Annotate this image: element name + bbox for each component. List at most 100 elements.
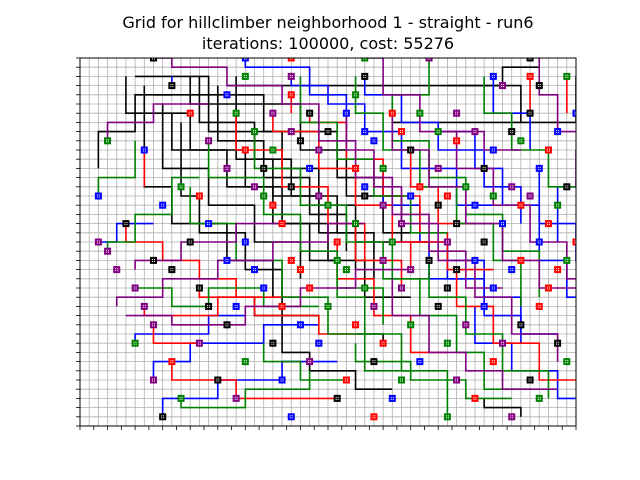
gate-marker <box>251 266 259 274</box>
gate-marker <box>388 109 396 117</box>
wire-path <box>253 131 430 280</box>
gate-marker <box>526 109 534 117</box>
gate-marker <box>407 321 415 329</box>
gate-marker <box>195 284 203 292</box>
gate-marker <box>168 358 176 366</box>
gate-marker <box>416 358 424 366</box>
wire-path <box>262 343 347 381</box>
gate-marker <box>443 413 451 421</box>
wire-path <box>336 260 449 417</box>
gate-marker <box>260 164 268 172</box>
gate-marker <box>205 137 213 145</box>
wire-path <box>391 113 576 289</box>
gate-marker <box>260 284 268 292</box>
wire-path <box>447 130 521 151</box>
wire-path <box>235 76 357 270</box>
gate-marker <box>582 193 589 200</box>
wire-path <box>244 58 348 132</box>
gate-marker <box>397 376 405 384</box>
wire-path <box>455 269 576 381</box>
wire-path <box>207 140 384 325</box>
gate-marker <box>342 376 350 384</box>
gate-marker <box>628 239 635 246</box>
gate-marker <box>232 394 240 402</box>
gate-marker <box>453 109 461 117</box>
wire-path <box>594 58 603 113</box>
gate-marker <box>352 164 360 172</box>
gate-marker <box>104 137 112 145</box>
gate-marker <box>600 395 607 402</box>
gate-marker <box>379 201 387 209</box>
gate-marker <box>397 128 405 136</box>
gate-marker <box>453 220 461 228</box>
gate-marker <box>591 165 598 172</box>
gate-marker <box>489 146 497 154</box>
gate-marker <box>324 201 332 209</box>
gate-marker <box>489 72 497 80</box>
gate-marker <box>397 284 405 292</box>
gate-marker <box>517 321 525 329</box>
gate-marker <box>600 55 607 62</box>
gate-marker <box>407 146 415 154</box>
gate-marker <box>287 58 295 62</box>
wire-path <box>198 288 356 335</box>
gate-marker <box>186 238 194 246</box>
wire-path <box>483 398 522 417</box>
wire-path <box>382 168 522 344</box>
gate-marker <box>462 321 470 329</box>
wire-path <box>143 296 292 317</box>
wire-path <box>134 222 283 270</box>
wire-path <box>180 122 319 317</box>
gate-marker <box>223 164 231 172</box>
gate-marker <box>379 164 387 172</box>
gate-marker <box>140 146 148 154</box>
gate-marker <box>324 128 332 136</box>
gate-marker <box>342 266 350 274</box>
gate-marker <box>205 220 213 228</box>
gate-marker <box>535 82 543 90</box>
gate-marker <box>296 321 304 329</box>
gate-marker <box>186 109 194 117</box>
gate-marker <box>554 201 562 209</box>
gate-marker <box>407 266 415 274</box>
gate-marker <box>434 302 442 310</box>
gate-marker <box>333 238 341 246</box>
gate-marker <box>535 302 543 310</box>
gate-marker <box>306 109 314 117</box>
wire-path <box>538 58 576 133</box>
gate-marker <box>499 220 507 228</box>
gate-marker <box>379 339 387 347</box>
gate-marker <box>361 72 369 80</box>
gate-marker <box>287 256 295 264</box>
gate-marker <box>232 109 240 117</box>
gate-marker <box>443 238 451 246</box>
wire-path <box>143 85 301 299</box>
gate-marker <box>618 91 625 98</box>
gate-marker <box>600 220 607 227</box>
gate-marker <box>195 339 203 347</box>
gate-marker <box>361 183 369 191</box>
gate-marker <box>471 256 479 264</box>
axis-ticks <box>76 57 577 430</box>
gate-marker <box>333 256 341 264</box>
gate-marker <box>416 109 424 117</box>
wire-path <box>354 343 512 400</box>
gate-marker <box>572 238 576 246</box>
gate-marker <box>195 192 203 200</box>
wire-paths <box>97 58 603 417</box>
wire-path <box>364 58 576 280</box>
wire-path <box>189 186 411 372</box>
gate-marker <box>609 340 616 347</box>
gate-marker <box>508 183 516 191</box>
gate-marker <box>535 164 543 172</box>
gate-marker <box>149 58 157 62</box>
gate-marker <box>241 358 249 366</box>
gate-marker <box>526 376 534 384</box>
gate-marker <box>232 302 240 310</box>
gate-marker <box>168 82 176 90</box>
wire-path <box>391 278 558 391</box>
wire-path <box>216 85 348 252</box>
gate-marker <box>388 394 396 402</box>
plot-frame <box>79 57 577 427</box>
